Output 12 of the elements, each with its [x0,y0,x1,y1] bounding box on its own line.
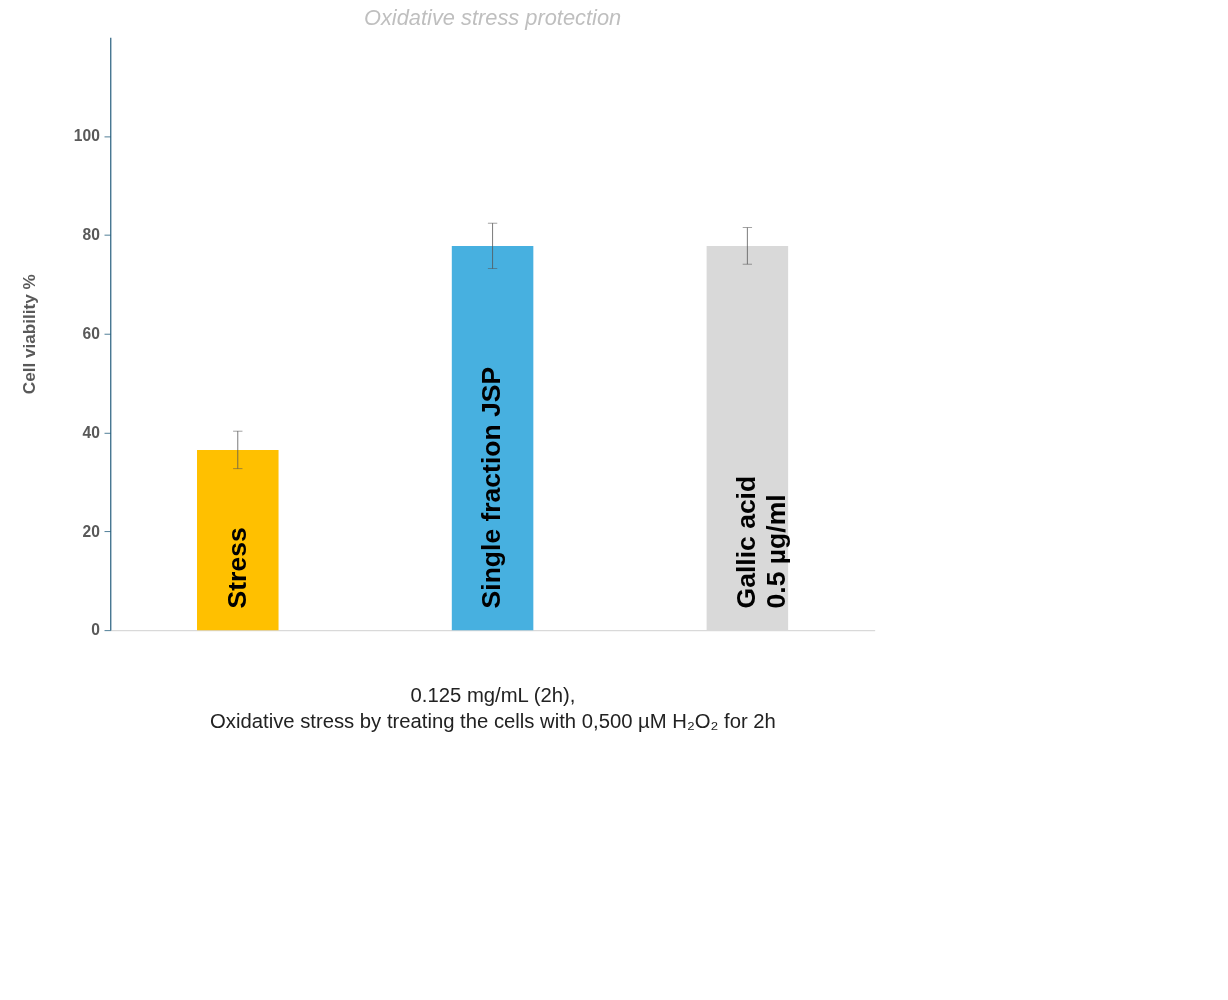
y-tick-label: 0 [90,621,100,639]
y-axis-title: Cell viability % [18,274,39,395]
y-tick-label: 80 [82,226,100,244]
x-tick-label: Single fraction JSP [475,366,506,609]
y-tick-label: 40 [82,423,100,441]
x-tick-label: Gallic acid 0.5 µg/ml [730,475,791,609]
y-tick-label: 100 [73,127,100,145]
y-tick-label: 20 [82,522,100,540]
x-axis-title: 0.125 mg/mL (2h), Oxidative stress by treating the cells with 0,500 µM H₂O₂ for 2h [209,683,776,733]
chart-title: Oxidative stress protection [363,4,621,30]
y-tick-label: 60 [82,324,100,342]
x-tick-label: Stress [221,527,252,609]
